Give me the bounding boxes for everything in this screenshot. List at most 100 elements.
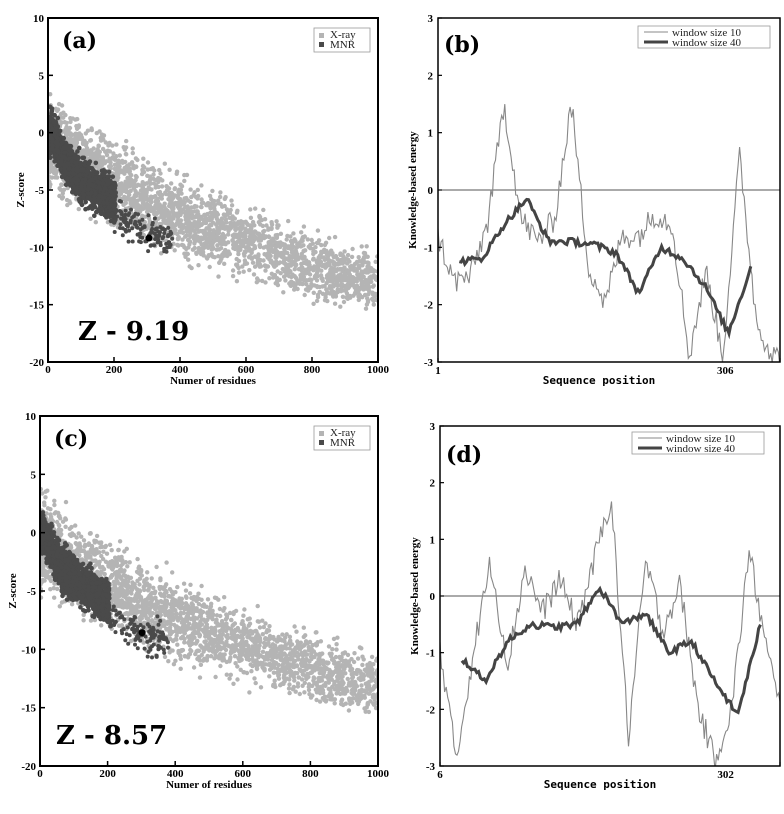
- xray-point: [289, 274, 294, 280]
- xray-point: [278, 244, 283, 250]
- xray-point: [175, 204, 181, 210]
- xray-point: [258, 217, 263, 222]
- xray-point: [192, 241, 197, 246]
- nmr-point: [158, 225, 163, 229]
- xray-point: [146, 203, 151, 209]
- nmr-point: [162, 231, 167, 236]
- xray-point: [342, 272, 347, 277]
- nmr-point: [100, 211, 106, 216]
- xray-point: [368, 266, 374, 271]
- xray-point: [131, 199, 137, 204]
- xray-point: [172, 227, 177, 233]
- xray-point: [194, 250, 199, 255]
- nmr-point: [59, 158, 64, 164]
- xray-point: [115, 161, 120, 166]
- xray-point: [106, 164, 112, 169]
- xray-point: [257, 242, 263, 247]
- nmr-point: [73, 160, 79, 165]
- xray-point: [291, 231, 296, 236]
- xray-point: [310, 257, 316, 262]
- xray-point: [367, 288, 372, 294]
- xray-point: [148, 199, 154, 205]
- nmr-point: [112, 186, 117, 191]
- xray-point: [159, 184, 165, 189]
- xray-point: [230, 268, 236, 273]
- xray-point: [325, 298, 330, 304]
- xray-point: [227, 215, 232, 220]
- xray-point: [246, 240, 251, 245]
- xray-point: [303, 261, 309, 266]
- xray-point: [323, 263, 328, 269]
- xray-point: [232, 654, 238, 659]
- xray-point: [371, 298, 376, 303]
- xray-point: [281, 290, 286, 295]
- xray-point: [248, 215, 254, 220]
- xray-point: [244, 261, 250, 266]
- nmr-point: [138, 222, 143, 227]
- xray-point: [307, 277, 313, 282]
- xray-point: [324, 252, 330, 257]
- xray-point: [151, 172, 156, 177]
- nmr-point: [100, 181, 106, 186]
- xray-point: [122, 171, 127, 176]
- xray-point: [83, 143, 89, 148]
- xray-point: [314, 298, 320, 304]
- xray-point: [100, 146, 106, 152]
- xray-point: [328, 268, 333, 273]
- xray-point: [268, 260, 274, 265]
- xray-point: [141, 198, 146, 203]
- nmr-point: [61, 135, 66, 141]
- nmr-point: [69, 181, 75, 187]
- xray-point: [331, 294, 336, 299]
- xray-point: [255, 619, 260, 624]
- xray-point: [360, 662, 365, 668]
- nmr-point: [80, 155, 85, 161]
- xray-point: [301, 243, 306, 248]
- xray-point: [214, 247, 219, 252]
- xray-point: [117, 153, 123, 158]
- nmr-point: [164, 241, 169, 246]
- xray-point: [311, 251, 316, 257]
- xray-point: [299, 264, 304, 270]
- z-score-annotation: Z - 9.19: [78, 317, 189, 347]
- xray-point: [93, 220, 99, 225]
- xray-point: [74, 126, 80, 131]
- nmr-point: [110, 197, 116, 203]
- nmr-point: [152, 243, 157, 248]
- nmr-point: [118, 222, 123, 227]
- xray-point: [338, 282, 343, 288]
- xray-point: [183, 588, 189, 593]
- xray-point: [263, 268, 268, 273]
- legend-window-10-label: window size 10: [672, 27, 742, 39]
- xray-point: [341, 278, 346, 283]
- xray-point: [141, 169, 147, 175]
- xray-point: [81, 618, 86, 623]
- nmr-point: [52, 132, 57, 138]
- xray-point: [107, 542, 113, 547]
- xray-point: [222, 203, 227, 209]
- xray-point: [286, 268, 292, 273]
- nmr-point: [87, 159, 93, 164]
- xray-point: [150, 206, 156, 212]
- xray-point: [219, 239, 224, 245]
- xray-point: [272, 678, 277, 683]
- xray-point: [219, 235, 224, 240]
- xray-point: [252, 264, 258, 269]
- nmr-point: [126, 239, 131, 244]
- xray-point: [223, 195, 228, 200]
- xray-point: [373, 259, 378, 264]
- xray-point: [321, 249, 326, 254]
- nmr-point: [152, 231, 157, 236]
- nmr-point: [127, 228, 132, 233]
- xray-point: [327, 274, 332, 280]
- x-tick-label: 800: [304, 364, 321, 376]
- xray-point: [147, 174, 153, 179]
- xray-point: [48, 162, 53, 167]
- xray-point: [183, 254, 188, 259]
- nmr-point: [83, 159, 88, 165]
- xray-point: [108, 160, 113, 165]
- nmr-point: [142, 224, 147, 229]
- y-tick-label: -2: [424, 300, 434, 312]
- nmr-point: [101, 168, 106, 173]
- xray-point: [176, 243, 181, 248]
